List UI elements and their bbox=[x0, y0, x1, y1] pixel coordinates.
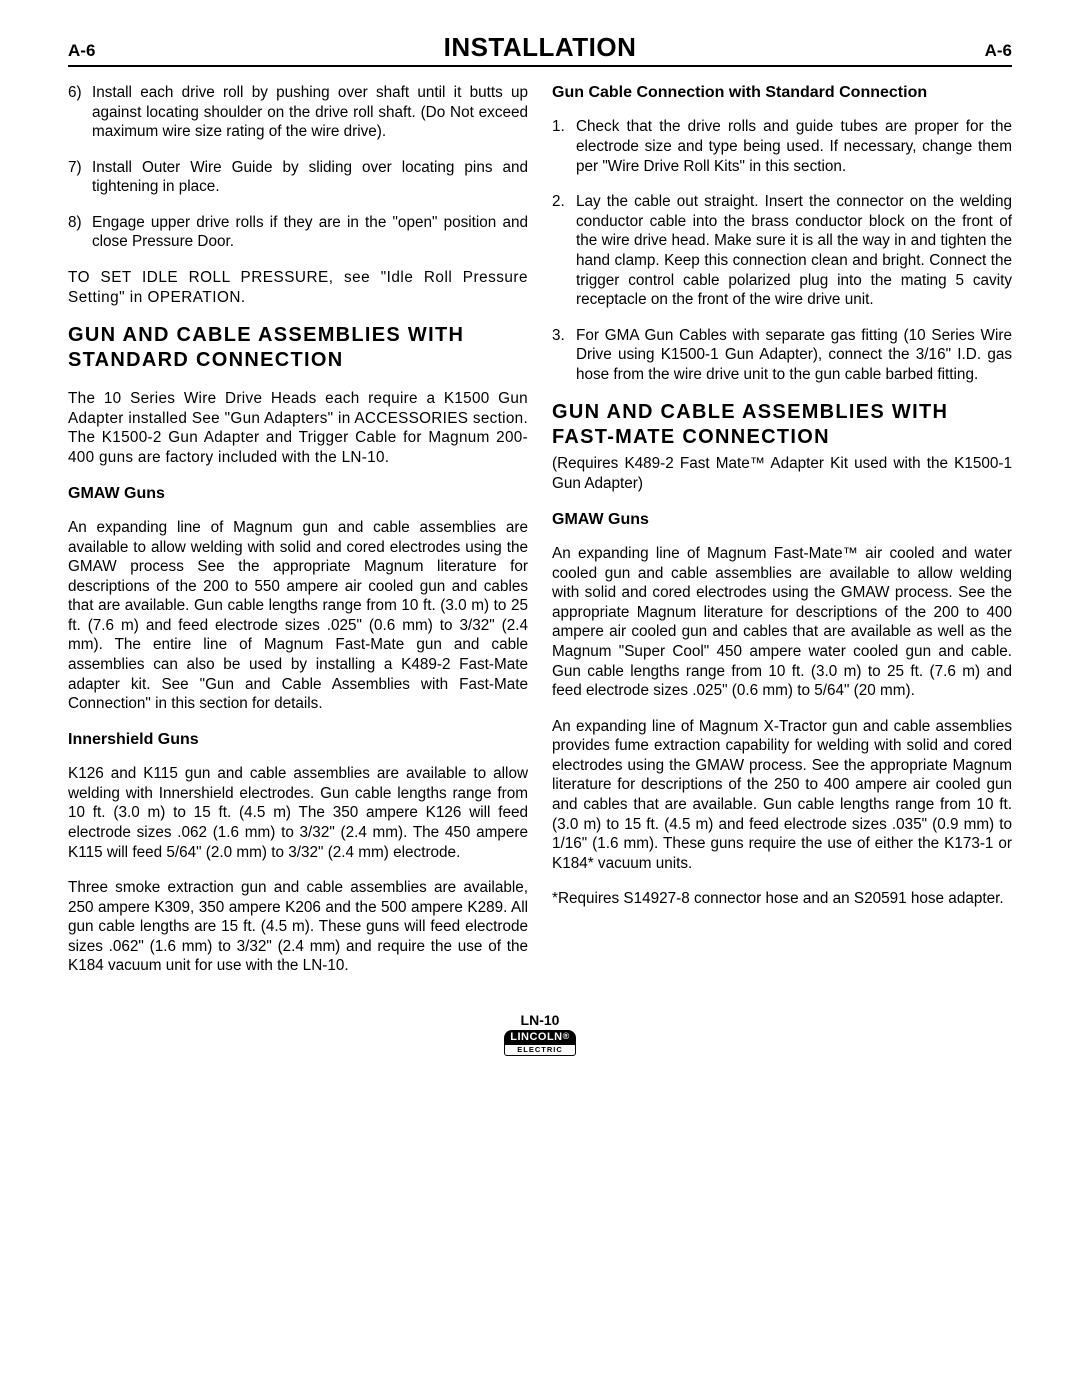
step-8: 8) Engage upper drive rolls if they are … bbox=[68, 213, 528, 252]
left-column: 6) Install each drive roll by pushing ov… bbox=[68, 83, 528, 992]
fast-mate-p1: An expanding line of Magnum Fast-Mate™ a… bbox=[552, 544, 1012, 701]
step-7: 7) Install Outer Wire Guide by sliding o… bbox=[68, 158, 528, 197]
step-num: 8) bbox=[68, 213, 92, 252]
heading-standard-connection: GUN AND CABLE ASSEMBLIES WITH STANDARD C… bbox=[68, 323, 528, 373]
logo-brand-bottom: ELECTRIC bbox=[504, 1044, 576, 1056]
subheading-innershield-guns: Innershield Guns bbox=[68, 730, 528, 750]
step-text: Engage upper drive rolls if they are in … bbox=[92, 213, 528, 252]
subheading-gmaw-guns: GMAW Guns bbox=[68, 484, 528, 504]
logo-brand-top: LINCOLN bbox=[510, 1031, 562, 1043]
step-6: 6) Install each drive roll by pushing ov… bbox=[68, 83, 528, 142]
heading-fast-mate-connection: GUN AND CABLE ASSEMBLIES WITH FAST-MATE … bbox=[552, 400, 1012, 450]
page-label-left: A-6 bbox=[68, 41, 95, 61]
gmaw-paragraph: An expanding line of Magnum gun and cabl… bbox=[68, 518, 528, 714]
step-num: 6) bbox=[68, 83, 92, 142]
section-title: INSTALLATION bbox=[444, 32, 637, 63]
rstep-1: 1. Check that the drive rolls and guide … bbox=[552, 117, 1012, 176]
innershield-p1: K126 and K115 gun and cable assemblies a… bbox=[68, 764, 528, 862]
fast-mate-subtitle: (Requires K489-2 Fast Mate™ Adapter Kit … bbox=[552, 454, 1012, 493]
step-text: Check that the drive rolls and guide tub… bbox=[576, 117, 1012, 176]
fast-mate-p2: An expanding line of Magnum X-Tractor gu… bbox=[552, 717, 1012, 874]
intro-paragraph: The 10 Series Wire Drive Heads each requ… bbox=[68, 389, 528, 467]
subheading-gmaw-guns-right: GMAW Guns bbox=[552, 510, 1012, 530]
step-num: 1. bbox=[552, 117, 576, 176]
step-num: 3. bbox=[552, 326, 576, 385]
step-num: 7) bbox=[68, 158, 92, 197]
right-column: Gun Cable Connection with Standard Conne… bbox=[552, 83, 1012, 992]
page-footer: LN-10 LINCOLN® ELECTRIC bbox=[68, 1012, 1012, 1057]
step-text: Install Outer Wire Guide by sliding over… bbox=[92, 158, 528, 197]
page-label-right: A-6 bbox=[985, 41, 1012, 61]
subheading-gun-cable-connection: Gun Cable Connection with Standard Conne… bbox=[552, 83, 1012, 103]
step-text: For GMA Gun Cables with separate gas fit… bbox=[576, 326, 1012, 385]
idle-note: TO SET IDLE ROLL PRESSURE, see "Idle Rol… bbox=[68, 268, 528, 307]
rstep-2: 2. Lay the cable out straight. Insert th… bbox=[552, 192, 1012, 309]
step-num: 2. bbox=[552, 192, 576, 309]
footer-model: LN-10 bbox=[68, 1012, 1012, 1028]
step-text: Lay the cable out straight. Insert the c… bbox=[576, 192, 1012, 309]
registered-icon: ® bbox=[563, 1031, 570, 1041]
rstep-3: 3. For GMA Gun Cables with separate gas … bbox=[552, 326, 1012, 385]
lincoln-electric-logo: LINCOLN® ELECTRIC bbox=[504, 1030, 576, 1056]
fast-mate-footnote: *Requires S14927-8 connector hose and an… bbox=[552, 889, 1012, 909]
content-columns: 6) Install each drive roll by pushing ov… bbox=[68, 83, 1012, 992]
step-text: Install each drive roll by pushing over … bbox=[92, 83, 528, 142]
page-header: A-6 INSTALLATION A-6 bbox=[68, 32, 1012, 67]
innershield-p2: Three smoke extraction gun and cable ass… bbox=[68, 878, 528, 976]
